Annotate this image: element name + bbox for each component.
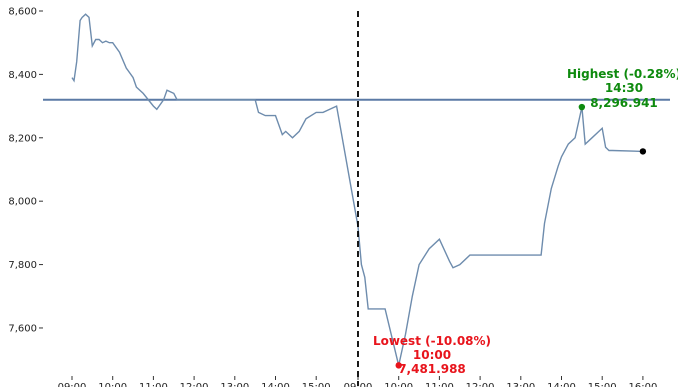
y-tick-label: 7,600 [8,323,37,334]
x-tick-label: 10:00 [98,382,127,387]
highest-time: 14:30 [605,81,643,95]
x-tick-label: 15:00 [588,382,617,387]
x-tick-label: 15:00 [302,382,331,387]
x-tick-label: 14:00 [547,382,576,387]
x-tick-label: 11:00 [139,382,168,387]
x-tick-label: 11:00 [425,382,454,387]
y-tick-label: 8,600 [8,7,37,18]
last-point-marker [639,148,647,155]
x-tick-label: 13:00 [220,382,249,387]
price-series-line [71,13,643,366]
x-tick-label: 16:00 [628,382,657,387]
x-tick-label: 14:00 [261,382,290,387]
x-tick-label: 12:00 [180,382,209,387]
lowest-label: Lowest (-10.08%) [373,334,491,348]
lowest-time: 10:00 [413,348,451,362]
highest-point-marker [578,103,586,111]
x-tick-label: 12:00 [466,382,495,387]
highest-label: Highest (-0.28%) [567,67,678,81]
y-tick-label: 8,000 [8,197,37,208]
lowest-value: 7,481.988 [398,362,466,376]
highest-value: 8,296.941 [590,96,658,110]
x-tick-label: 13:00 [506,382,535,387]
y-axis: 7,600 7,800 8,000 8,200 8,400 8,600 [8,7,43,334]
lowest-point-marker [395,362,402,369]
y-tick-label: 8,400 [8,70,37,81]
x-tick-label: 09:00 [58,382,87,387]
y-tick-label: 7,800 [8,260,37,271]
x-tick-label: 10:00 [384,382,413,387]
y-tick-label: 8,200 [8,133,37,144]
